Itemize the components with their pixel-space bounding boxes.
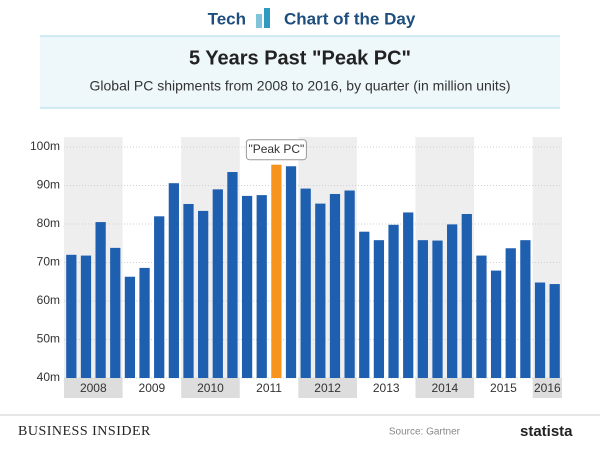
bar — [227, 172, 238, 378]
footer-publisher: BUSINESS INSIDER — [18, 424, 151, 439]
bar — [447, 224, 458, 378]
bar — [183, 203, 194, 378]
bar — [256, 195, 267, 378]
header-section: Tech — [208, 9, 246, 28]
bar — [80, 255, 92, 378]
y-tick-label: 60m — [37, 293, 60, 307]
bar — [476, 255, 487, 378]
bar — [198, 210, 209, 378]
year-label-band — [298, 378, 357, 398]
header-icon — [264, 8, 270, 28]
y-tick-label: 40m — [37, 370, 60, 384]
bar — [388, 224, 399, 378]
bar — [403, 212, 414, 378]
bar — [344, 190, 355, 378]
y-tick-label: 100m — [30, 139, 60, 153]
annotation-box — [245, 139, 307, 161]
x-group-label: 2016 — [534, 381, 561, 395]
bar — [168, 183, 179, 378]
year-label-band — [532, 378, 562, 398]
x-group-label: 2008 — [80, 381, 107, 395]
y-tick-label: 80m — [37, 216, 60, 230]
bar — [271, 164, 282, 378]
bar — [95, 222, 106, 378]
header-icon — [256, 14, 262, 28]
bar — [124, 276, 136, 378]
y-tick-label: 50m — [37, 332, 60, 346]
bar — [417, 240, 428, 378]
x-group-label: 2015 — [490, 381, 517, 395]
bar — [490, 270, 502, 378]
y-tick-label: 70m — [37, 255, 60, 269]
annotation: "Peak PC" — [248, 142, 304, 156]
bar — [241, 195, 253, 378]
bar — [154, 216, 165, 378]
x-group-label: 2011 — [256, 381, 282, 395]
bar — [110, 247, 121, 378]
footer-brand: statista — [520, 423, 573, 440]
year-label-band — [415, 378, 475, 398]
bar — [139, 267, 150, 378]
bar — [329, 193, 341, 378]
year-label-band — [64, 378, 123, 398]
bar — [315, 203, 326, 378]
bar — [359, 231, 370, 378]
x-group-label: 2013 — [373, 381, 400, 395]
bar — [520, 240, 531, 378]
bar — [300, 188, 311, 378]
chart-subtitle: Global PC shipments from 2008 to 2016, b… — [90, 78, 511, 94]
title-box — [40, 36, 560, 108]
bar — [66, 254, 77, 378]
y-tick-label: 90m — [37, 178, 60, 192]
bar — [549, 284, 560, 378]
bar — [534, 282, 546, 378]
bar — [432, 240, 443, 378]
x-group-label: 2009 — [139, 381, 166, 395]
year-label-band — [181, 378, 240, 398]
footer-source: Source: Gartner — [389, 427, 461, 438]
bar — [212, 189, 223, 378]
bar — [461, 213, 472, 378]
x-group-label: 2012 — [314, 381, 341, 395]
x-group-label: 2010 — [197, 381, 224, 395]
bar — [505, 248, 516, 378]
bar — [373, 240, 385, 378]
bar — [285, 166, 297, 378]
x-group-label: 2014 — [431, 381, 458, 395]
chart-title: 5 Years Past "Peak PC" — [189, 47, 411, 69]
header-series: Chart of the Day — [284, 9, 416, 28]
